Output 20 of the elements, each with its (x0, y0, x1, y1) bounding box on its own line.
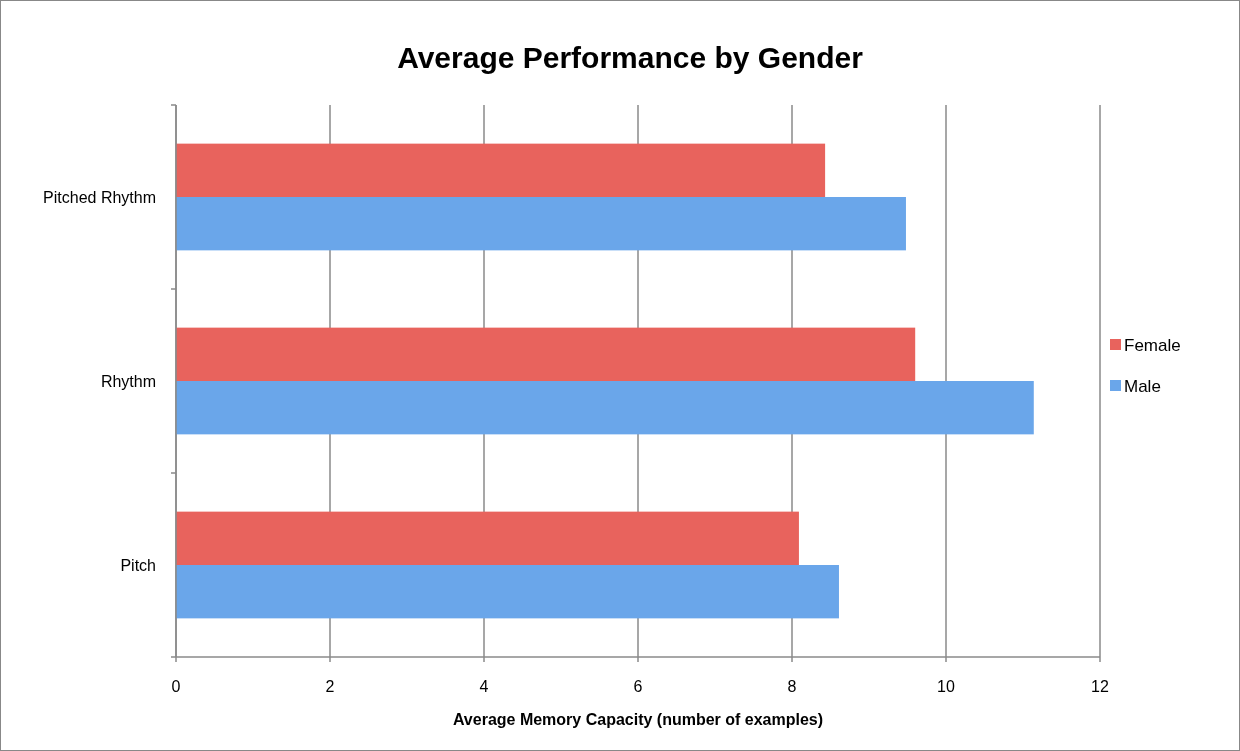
x-tick-label: 10 (937, 678, 955, 695)
bar (176, 327, 916, 381)
x-tick-label: 12 (1091, 678, 1109, 695)
bar (176, 565, 839, 619)
legend-label: Male (1124, 377, 1161, 396)
bar (176, 197, 906, 251)
bar (176, 143, 826, 197)
y-tick-label: Rhythm (100, 373, 156, 390)
x-tick-label: 0 (171, 678, 181, 695)
y-tick-label: Pitched Rhythm (43, 189, 156, 206)
bar (176, 511, 799, 565)
x-tick-label: 4 (479, 678, 489, 695)
x-axis-title: Average Memory Capacity (number of examples) (452, 711, 824, 728)
x-tick-label: 2 (325, 678, 335, 695)
legend-label: Female (1124, 336, 1181, 355)
chart-title: Average Performance by Gender (397, 41, 864, 74)
x-tick-label: 8 (787, 678, 797, 695)
x-tick-label: 6 (633, 678, 643, 695)
y-tick-label: Pitch (120, 557, 156, 574)
bar (176, 381, 1034, 435)
